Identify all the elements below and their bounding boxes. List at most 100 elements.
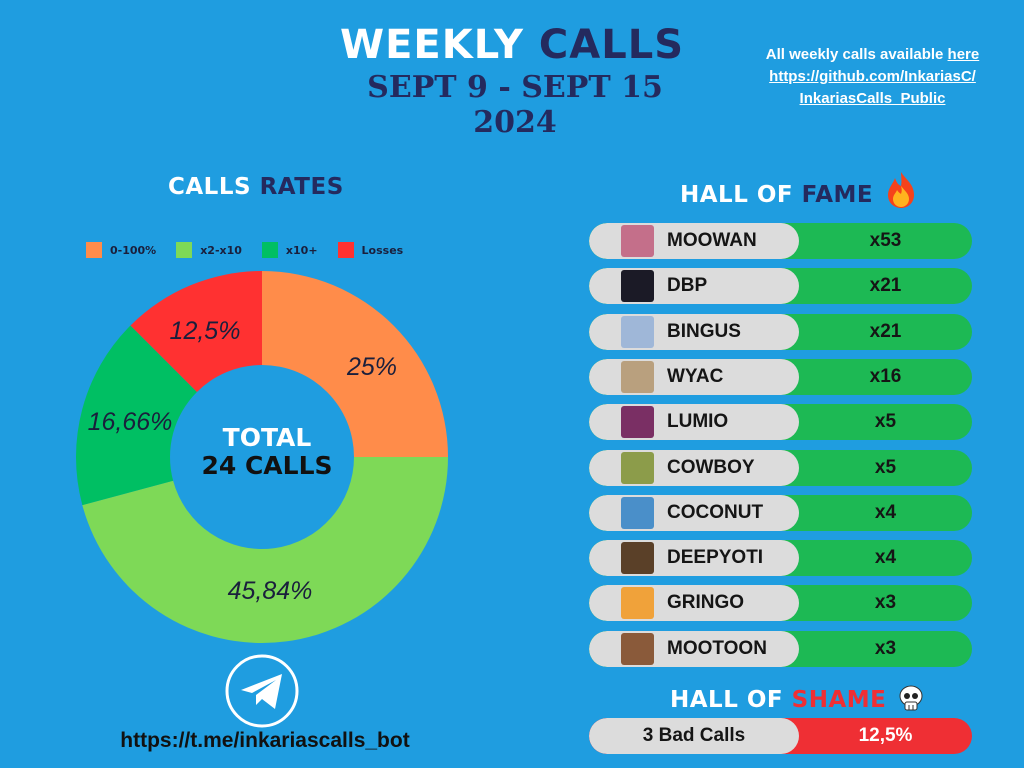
- skull-icon: [899, 685, 923, 711]
- telegram-icon[interactable]: [224, 653, 300, 729]
- token-cell: DEEPYOTI: [589, 540, 799, 577]
- legend-label: x10+: [285, 243, 318, 257]
- token-name: DEEPYOTI: [667, 547, 764, 569]
- token-multiplier: x4: [874, 547, 897, 569]
- donut-slice: [262, 271, 448, 457]
- token-multiplier: x21: [869, 275, 902, 297]
- calls-rates-title-white: CALLS: [168, 174, 252, 200]
- hall-of-fame-row: MOOTOON x3: [589, 630, 972, 667]
- token-avatar: [621, 360, 654, 393]
- hall-of-fame-row: GRINGO x3: [589, 585, 972, 622]
- token-name: DBP: [667, 275, 708, 297]
- token-multiplier: x53: [869, 230, 902, 251]
- legend-label: 0-100%: [110, 243, 157, 257]
- token-avatar: [621, 270, 654, 303]
- legend-item: 0-100%: [86, 242, 156, 258]
- legend-swatch: [86, 242, 102, 258]
- token-cell: BINGUS: [589, 313, 799, 350]
- hall-of-fame-row: WYAC x16: [589, 358, 972, 395]
- token-avatar: [621, 587, 654, 620]
- token-name: MOOWAN: [667, 230, 757, 251]
- token-avatar: [621, 451, 654, 484]
- token-multiplier: x3: [874, 637, 897, 659]
- token-name: LUMIO: [667, 411, 729, 433]
- token-cell: MOOWAN: [589, 223, 799, 259]
- hall-of-fame-row: COWBOY x5: [589, 449, 972, 486]
- legend-label: Losses: [361, 243, 404, 257]
- token-name: WYAC: [667, 365, 724, 387]
- slice-label: 16,66%: [88, 408, 173, 436]
- here-link[interactable]: here: [947, 46, 980, 63]
- hall-of-fame-title: HALL OF FAME: [680, 170, 918, 210]
- donut-slice: [130, 271, 262, 392]
- token-name: COCONUT: [667, 501, 764, 523]
- slice-label: 45,84%: [228, 577, 313, 605]
- hall-of-fame-row: DBP x21: [589, 268, 972, 305]
- token-cell: COWBOY: [589, 449, 799, 486]
- title-weekly: WEEKLY: [339, 22, 524, 68]
- token-avatar: [621, 225, 654, 257]
- token-name: BINGUS: [667, 320, 741, 342]
- legend-item: x2-x10: [176, 242, 242, 258]
- donut-slice: [75, 325, 197, 506]
- token-avatar: [621, 406, 654, 439]
- fire-icon: [887, 172, 914, 208]
- donut-slice: [82, 457, 448, 643]
- token-multiplier: x5: [874, 411, 897, 433]
- token-avatar: [621, 496, 654, 529]
- token-cell: GRINGO: [589, 585, 799, 622]
- legend-label: x2-x10: [200, 243, 242, 257]
- bad-calls-rate: 12,5%: [858, 725, 913, 746]
- token-cell: MOOTOON: [589, 630, 799, 667]
- token-avatar: [621, 315, 654, 348]
- legend-swatch: [176, 242, 193, 258]
- legend-swatch: [337, 242, 354, 258]
- hall-of-fame-row: LUMIO x5: [589, 404, 972, 441]
- year: 2024: [473, 105, 557, 140]
- token-multiplier: x3: [874, 592, 897, 614]
- legend-item: x10+: [261, 242, 318, 258]
- page-title: WEEKLY CALLS: [0, 22, 1024, 68]
- hall-of-shame-row: 3 Bad Calls 12,5%: [589, 718, 972, 754]
- calls-rates-title-navy: RATES: [259, 174, 344, 200]
- token-name: MOOTOON: [667, 637, 767, 659]
- legend-item: Losses: [337, 242, 404, 258]
- hall-of-fame-row: COCONUT x4: [589, 494, 972, 531]
- bad-calls-count: 3 Bad Calls: [589, 718, 799, 754]
- github-link-line2[interactable]: InkariasCalls_Public: [799, 90, 946, 107]
- hall-of-shame-title: HALL OF SHAME: [670, 684, 925, 713]
- token-cell: WYAC: [589, 358, 799, 395]
- token-cell: LUMIO: [589, 404, 799, 441]
- hos-title-red: SHAME: [791, 687, 887, 713]
- title-calls: CALLS: [538, 22, 685, 68]
- telegram-bot-link[interactable]: https://t.me/inkariascalls_bot: [120, 729, 410, 752]
- donut-center-count: 24 CALLS: [201, 451, 332, 480]
- info-prefix: All weekly calls available: [765, 46, 948, 63]
- hall-of-fame-row: DEEPYOTI x4: [589, 540, 972, 577]
- slice-label: 25%: [346, 353, 397, 381]
- token-multiplier: x16: [869, 365, 902, 387]
- hof-title-white: HALL OF: [680, 182, 794, 208]
- token-multiplier: x21: [869, 320, 902, 342]
- token-name: COWBOY: [667, 456, 755, 478]
- token-multiplier: x4: [874, 501, 897, 523]
- token-cell: DBP: [589, 268, 799, 305]
- info-block: All weekly calls available here https://…: [735, 44, 1010, 110]
- calls-rates-title: CALLS RATES: [168, 174, 344, 200]
- date-range: SEPT 9 - SEPT 15: [367, 70, 663, 105]
- donut-center-total: TOTAL: [223, 423, 312, 452]
- token-avatar: [621, 632, 654, 665]
- chart-legend: 0-100% x2-x10 x10+ Losses: [86, 240, 423, 260]
- token-multiplier: x5: [874, 456, 897, 478]
- token-cell: COCONUT: [589, 494, 799, 531]
- github-link-line1[interactable]: https://github.com/InkariasC/: [769, 68, 976, 85]
- token-avatar: [621, 542, 654, 575]
- slice-label: 12,5%: [170, 317, 241, 345]
- hos-title-white: HALL OF: [670, 687, 784, 713]
- token-name: GRINGO: [667, 592, 745, 614]
- hall-of-fame-row: BINGUS x21: [589, 313, 972, 350]
- legend-swatch: [261, 242, 278, 258]
- hof-title-navy: FAME: [801, 182, 874, 208]
- hall-of-fame-row: MOOWAN x53: [589, 223, 972, 259]
